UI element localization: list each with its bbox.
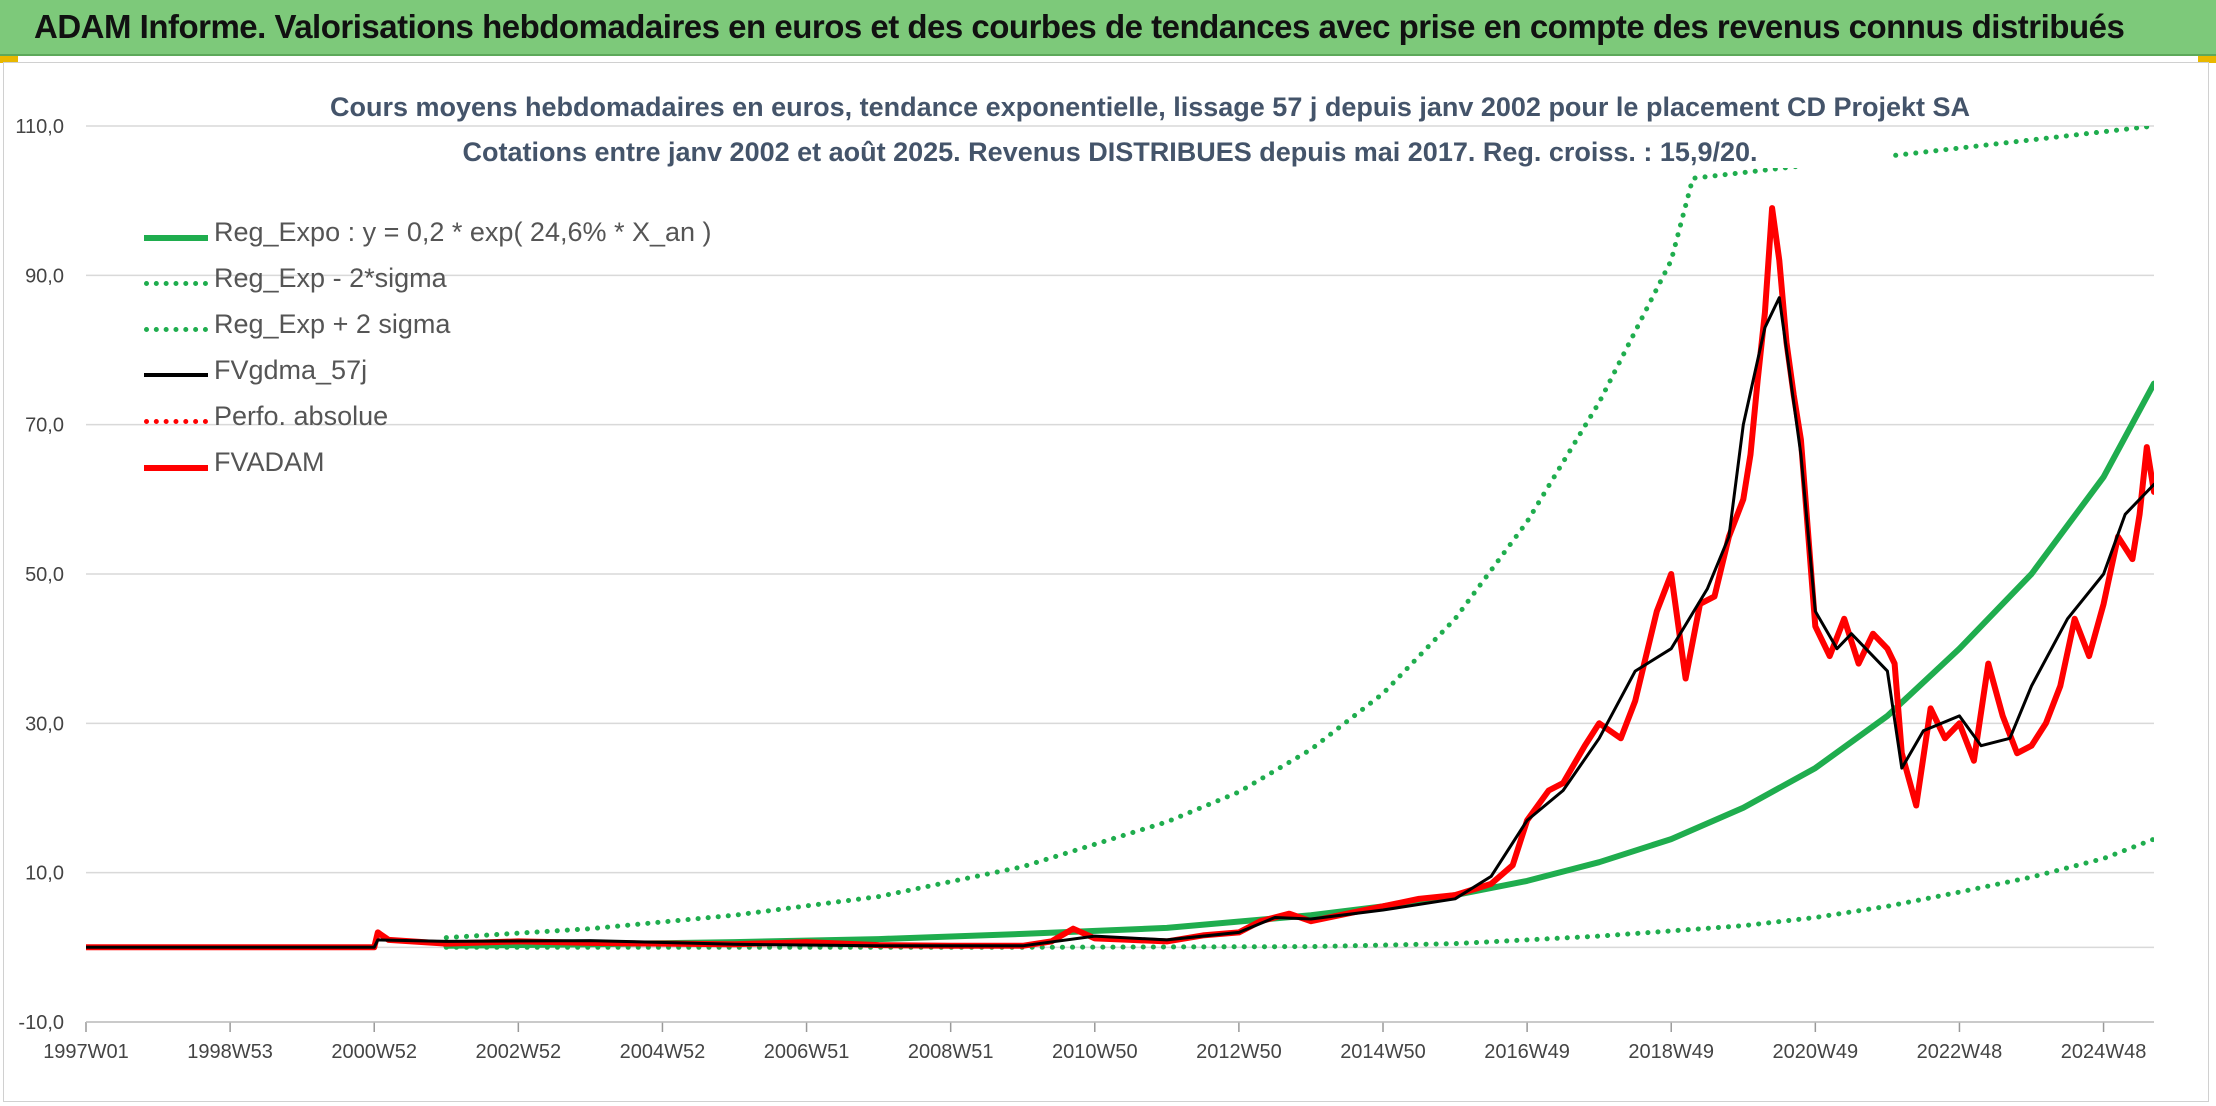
- legend-label: FVgdma_57j: [214, 355, 368, 385]
- corner-marker-left: [0, 56, 18, 63]
- x-tick-label: 2020W49: [1773, 1041, 1859, 1063]
- y-tick-label: 90,0: [25, 265, 64, 287]
- x-tick-label: 2024W48: [2061, 1041, 2147, 1063]
- y-tick-label: 50,0: [25, 564, 64, 586]
- series-line-0: [443, 380, 2154, 949]
- legend-swatch: [144, 327, 208, 332]
- corner-marker-right: [2198, 56, 2216, 63]
- x-tick-label: 2000W52: [331, 1041, 417, 1063]
- y-axis-ticks: 110,0 90,0 70,0 50,0 30,0 10,0 -10,0: [15, 116, 64, 1034]
- legend-swatch: [144, 235, 208, 241]
- legend-label: Reg_Exp - 2*sigma: [214, 263, 447, 293]
- x-tick-label: 2004W52: [620, 1041, 706, 1063]
- x-tick-label: 2016W49: [1484, 1041, 1570, 1063]
- x-axis-ticks: 1997W01 1998W53 2000W52 2002W52 2004W52 2006W…: [43, 1021, 2154, 1063]
- chart-subtitle: Cotations entre janv 2002 et août 2025. …: [330, 137, 1890, 168]
- y-tick-label: 70,0: [25, 415, 64, 437]
- y-tick-label: -10,0: [18, 1012, 64, 1034]
- legend-label: Reg_Exp + 2 sigma: [214, 309, 451, 339]
- legend-swatch: [144, 465, 208, 471]
- legend-swatch: [144, 281, 208, 286]
- gridlines: [86, 125, 2154, 1023]
- x-tick-label: 2010W50: [1052, 1041, 1138, 1063]
- legend-label: Perfo. absolue: [214, 401, 389, 431]
- banner-title: ADAM Informe. Valorisations hebdomadaire…: [34, 8, 2125, 45]
- series-line-1: [443, 836, 2154, 950]
- x-tick-label: 2022W48: [1917, 1041, 2003, 1063]
- y-tick-label: 110,0: [15, 116, 64, 138]
- chart-title: Cours moyens hebdomadaires en euros, ten…: [330, 92, 1971, 123]
- chart-frame: [3, 62, 2209, 1102]
- y-tick-label: 30,0: [25, 713, 64, 735]
- series-group: [86, 126, 2154, 951]
- x-tick-label: 2012W50: [1196, 1041, 1282, 1063]
- legend-swatch: [144, 373, 208, 377]
- legend-label: Reg_Expo : y = 0,2 * exp( 24,6% * X_an ): [214, 217, 712, 247]
- x-tick-label: 2008W51: [908, 1041, 994, 1063]
- report-banner: ADAM Informe. Valorisations hebdomadaire…: [0, 0, 2216, 56]
- series-line-3: [86, 296, 2154, 949]
- legend-swatch: [144, 419, 208, 424]
- x-tick-label: 1997W01: [43, 1041, 129, 1063]
- x-tick-label: 1998W53: [187, 1041, 273, 1063]
- x-tick-label: 2006W51: [764, 1041, 850, 1063]
- series-line-2: [443, 126, 2154, 941]
- x-tick-label: 2002W52: [476, 1041, 562, 1063]
- legend-label: FVADAM: [214, 447, 325, 477]
- x-tick-label: 2014W50: [1340, 1041, 1426, 1063]
- y-tick-label: 10,0: [25, 863, 64, 885]
- x-tick-label: 2018W49: [1628, 1041, 1714, 1063]
